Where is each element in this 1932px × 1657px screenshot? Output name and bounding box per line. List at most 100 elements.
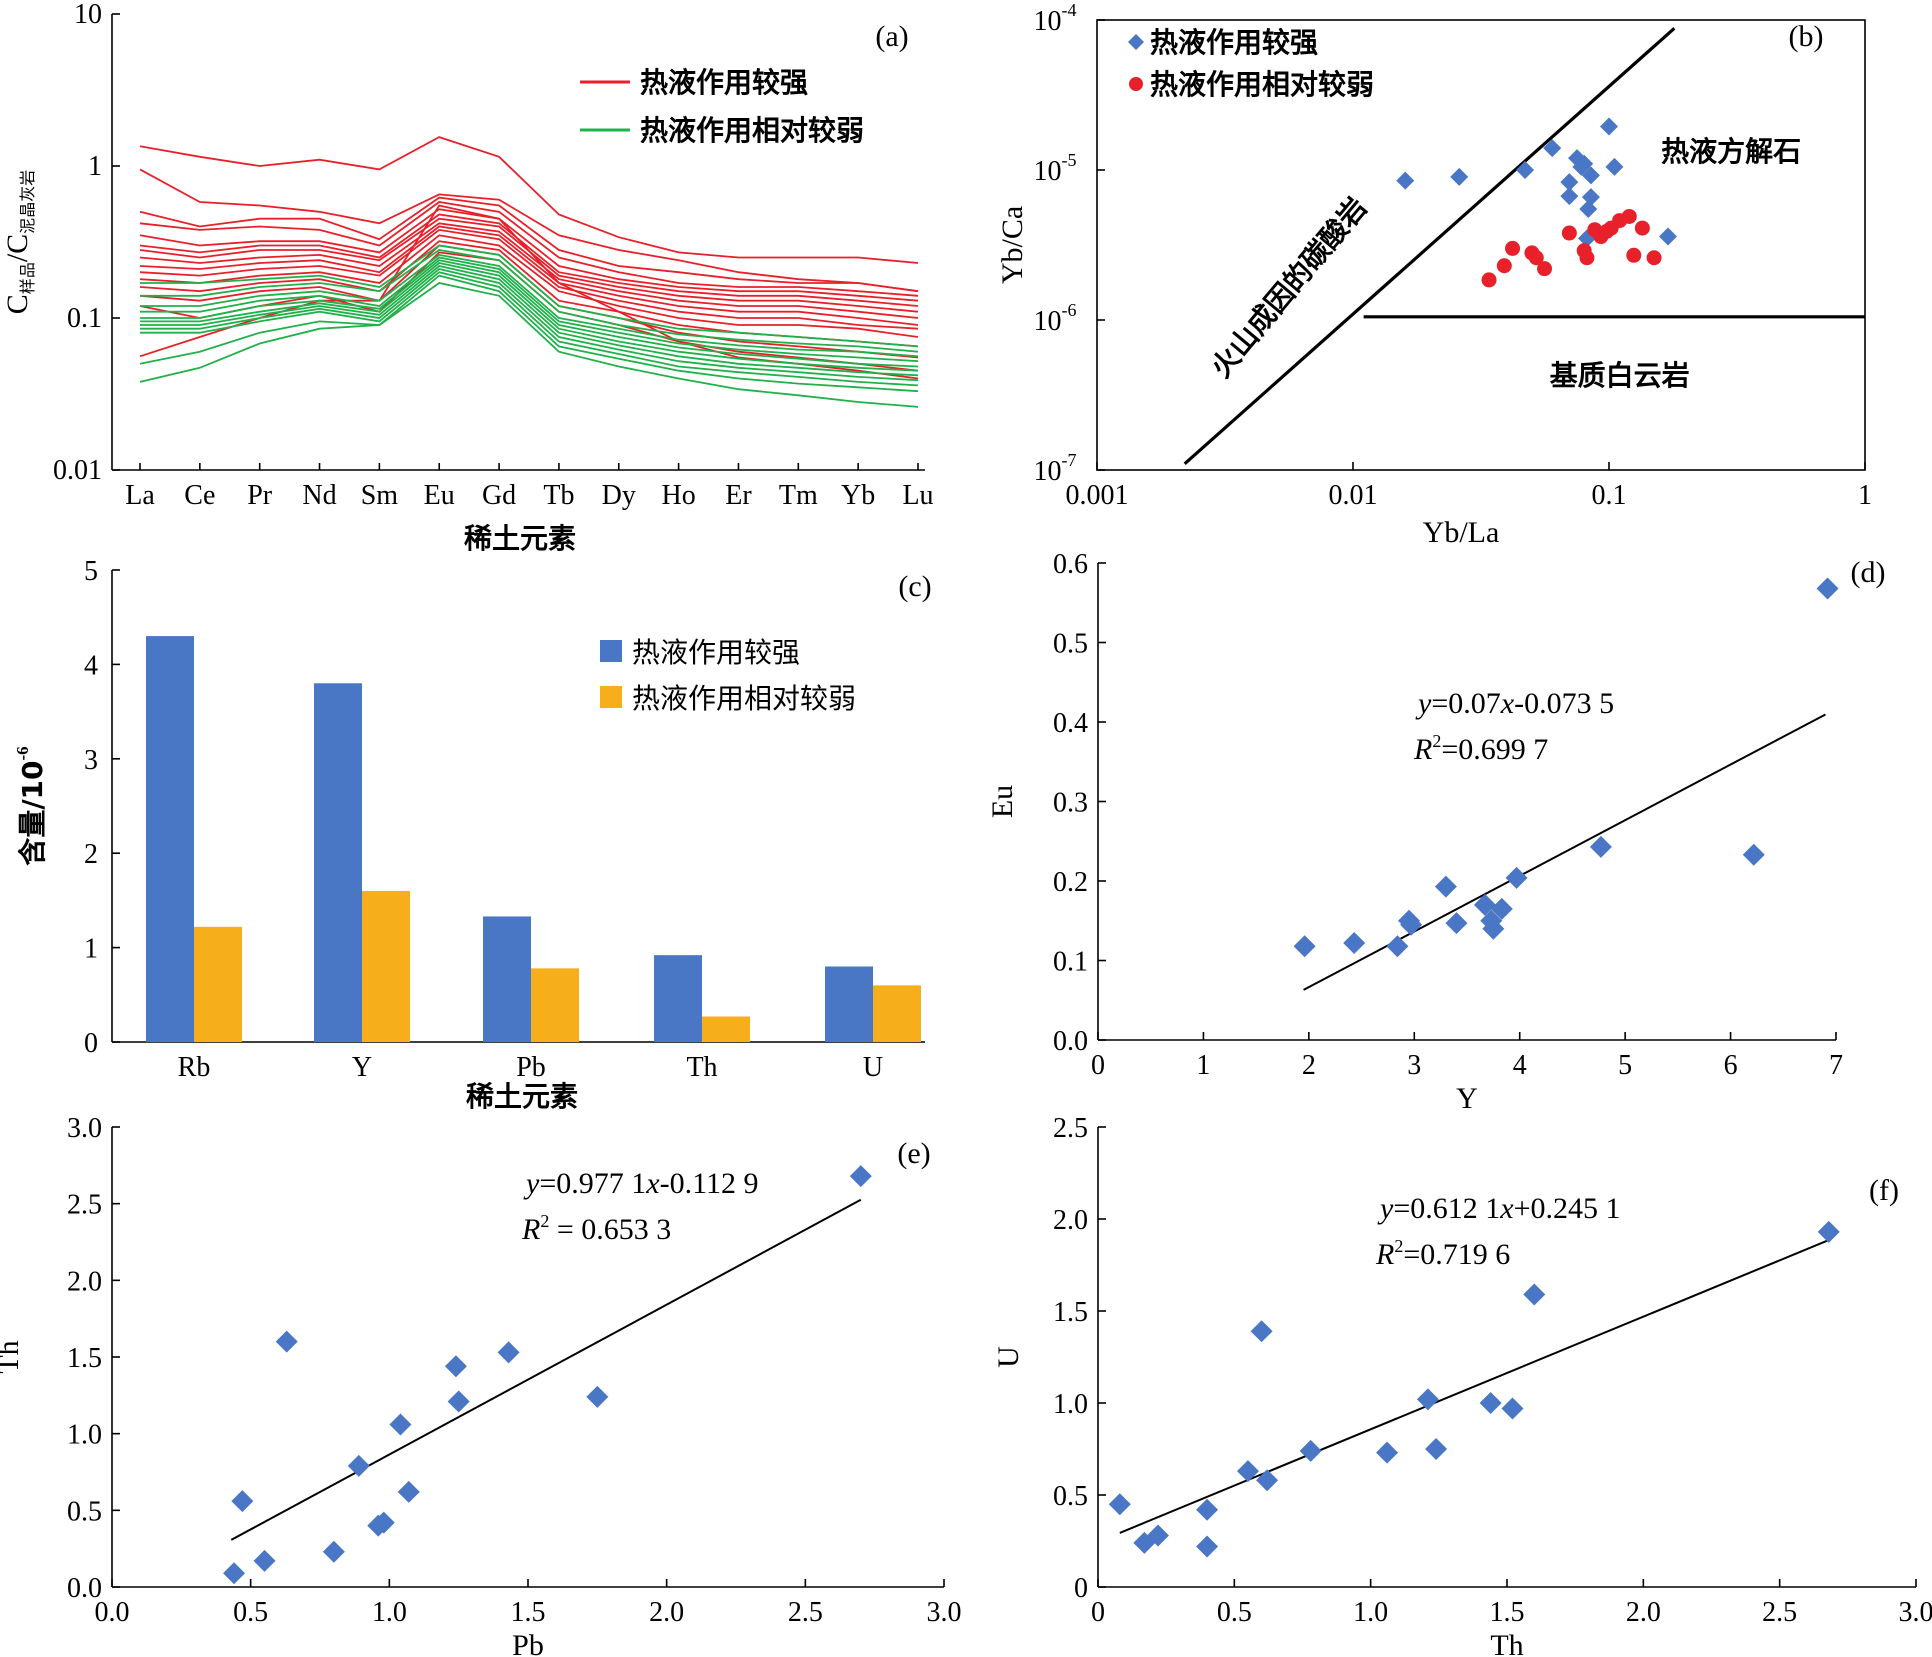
data-point [1479, 1392, 1502, 1414]
y-tick-label: 10-5 [1034, 150, 1077, 187]
tick-base: 10 [1034, 156, 1062, 187]
data-point [1250, 1320, 1273, 1343]
y-axis-title: Th [0, 1340, 25, 1373]
ylabel-main: 含量/10 [16, 760, 49, 865]
eq-y: y [523, 1167, 540, 1200]
x-tick-label: Eu [424, 480, 455, 511]
x-tick-label: Sm [361, 480, 399, 511]
legend-label: 热液作用较强 [1150, 26, 1318, 59]
data-point [1236, 1460, 1259, 1483]
eq-y: y [1377, 1192, 1394, 1225]
legend-marker [1129, 77, 1143, 91]
data-point [1817, 1220, 1840, 1243]
data-point [372, 1511, 395, 1534]
strong-point [1581, 166, 1600, 185]
y-tick-label: 0.4 [1053, 708, 1088, 739]
data-point [1196, 1498, 1219, 1521]
tick-exponent: -5 [1062, 150, 1077, 170]
x-tick-label: 0.5 [233, 1597, 268, 1628]
data-point [389, 1413, 412, 1436]
y-tick-label: 10-6 [1034, 300, 1077, 337]
y-tick-label: 0.0 [67, 1573, 102, 1604]
x-axis-title: 稀土元素 [464, 522, 576, 555]
data-point [1146, 1524, 1169, 1547]
x-tick-label: 0.001 [1066, 480, 1129, 511]
strong-point [1658, 227, 1677, 246]
data-point [497, 1341, 520, 1364]
x-tick-label: 1 [1858, 480, 1872, 511]
x-tick-label: Th [686, 1052, 717, 1083]
strong-hydrothermal-line [139, 168, 919, 293]
strong-point [1450, 167, 1469, 186]
weak-point [1496, 258, 1512, 274]
y-tick-label: 1 [84, 934, 98, 965]
ylabel-sub1: 样品 [18, 262, 37, 294]
x-tick-label: Lu [902, 480, 933, 511]
r2-value: =0.699 7 [1441, 733, 1548, 766]
data-point [1501, 1397, 1524, 1420]
y-tick-label: 0.6 [1053, 549, 1088, 580]
x-tick-label: Dy [602, 480, 636, 511]
tick-exponent: -4 [1062, 0, 1077, 20]
bar-strong [825, 966, 873, 1042]
x-tick-label: 1.5 [511, 1597, 546, 1628]
data-point [586, 1385, 609, 1408]
strong-point [1543, 139, 1562, 158]
y-tick-label: 1.0 [1053, 1389, 1088, 1420]
x-tick-label: Pb [516, 1052, 546, 1083]
weak-point [1634, 220, 1650, 236]
weak-point [1505, 240, 1521, 256]
bar-weak [531, 968, 579, 1042]
weak-hydrothermal-line [140, 244, 919, 348]
r2-r: R [521, 1213, 540, 1246]
boundary-line [1183, 27, 1676, 465]
x-tick-label: 7 [1829, 1050, 1843, 1081]
weak-point [1626, 247, 1642, 263]
y-tick-label: 4 [84, 650, 98, 681]
panel-label: (c) [898, 570, 931, 603]
legend-swatch [600, 686, 622, 708]
y-tick-label: 0 [1074, 1573, 1088, 1604]
strong-point [1605, 157, 1624, 176]
x-tick-label: 1.0 [1353, 1597, 1388, 1628]
weak-hydrothermal-line [140, 271, 919, 387]
x-tick-label: 2 [1302, 1050, 1316, 1081]
legend-label: 热液作用较强 [640, 66, 808, 99]
x-tick-label: Yb [841, 480, 875, 511]
y-tick-label: 0 [84, 1028, 98, 1059]
y-tick-label: 3.0 [67, 1113, 102, 1144]
panel-b-ybla-ybca-chart: 0.001 0.01 0.1 110-710-610-510-4热液作用较强热液作用相… [996, 0, 1872, 549]
eq-x: x [645, 1167, 660, 1200]
bar-strong [654, 955, 702, 1042]
y-tick-label: 2.5 [1053, 1113, 1088, 1144]
data-point [1482, 917, 1505, 940]
weak-hydrothermal-line [140, 268, 919, 382]
r-squared: R2=0.719 6 [1375, 1236, 1510, 1271]
strong-point [1600, 117, 1618, 136]
y-tick-label: 1 [88, 151, 102, 182]
y-tick-label: 0.3 [1053, 788, 1088, 819]
data-point [347, 1454, 370, 1477]
tick-base: 10 [1034, 6, 1062, 37]
data-point [1445, 912, 1468, 935]
panel-label: (b) [1789, 20, 1824, 53]
x-tick-label: Ho [661, 480, 695, 511]
weak-point [1528, 250, 1544, 266]
y-tick-label: 0.1 [1053, 947, 1088, 978]
weak-hydrothermal-line [140, 256, 919, 363]
x-tick-label: 0.0 [95, 1597, 130, 1628]
y-tick-label: 5 [84, 556, 98, 587]
x-tick-label: 2.5 [788, 1597, 823, 1628]
strong-hydrothermal-line [139, 136, 919, 264]
y-axis-title: 含量/10-6 [13, 746, 49, 865]
weak-point [1481, 272, 1497, 288]
weak-hydrothermal-line [140, 253, 919, 358]
x-tick-label: 0 [1091, 1597, 1105, 1628]
r2-sup: 2 [1432, 731, 1441, 751]
y-axis-title: U [992, 1346, 1025, 1368]
region-label: 热液方解石 [1661, 135, 1801, 168]
strong-point [1581, 188, 1600, 207]
y-axis-title: Eu [986, 785, 1019, 818]
ylabel-mid: /C [1, 234, 34, 262]
r-squared: R2 = 0.653 3 [521, 1211, 671, 1246]
